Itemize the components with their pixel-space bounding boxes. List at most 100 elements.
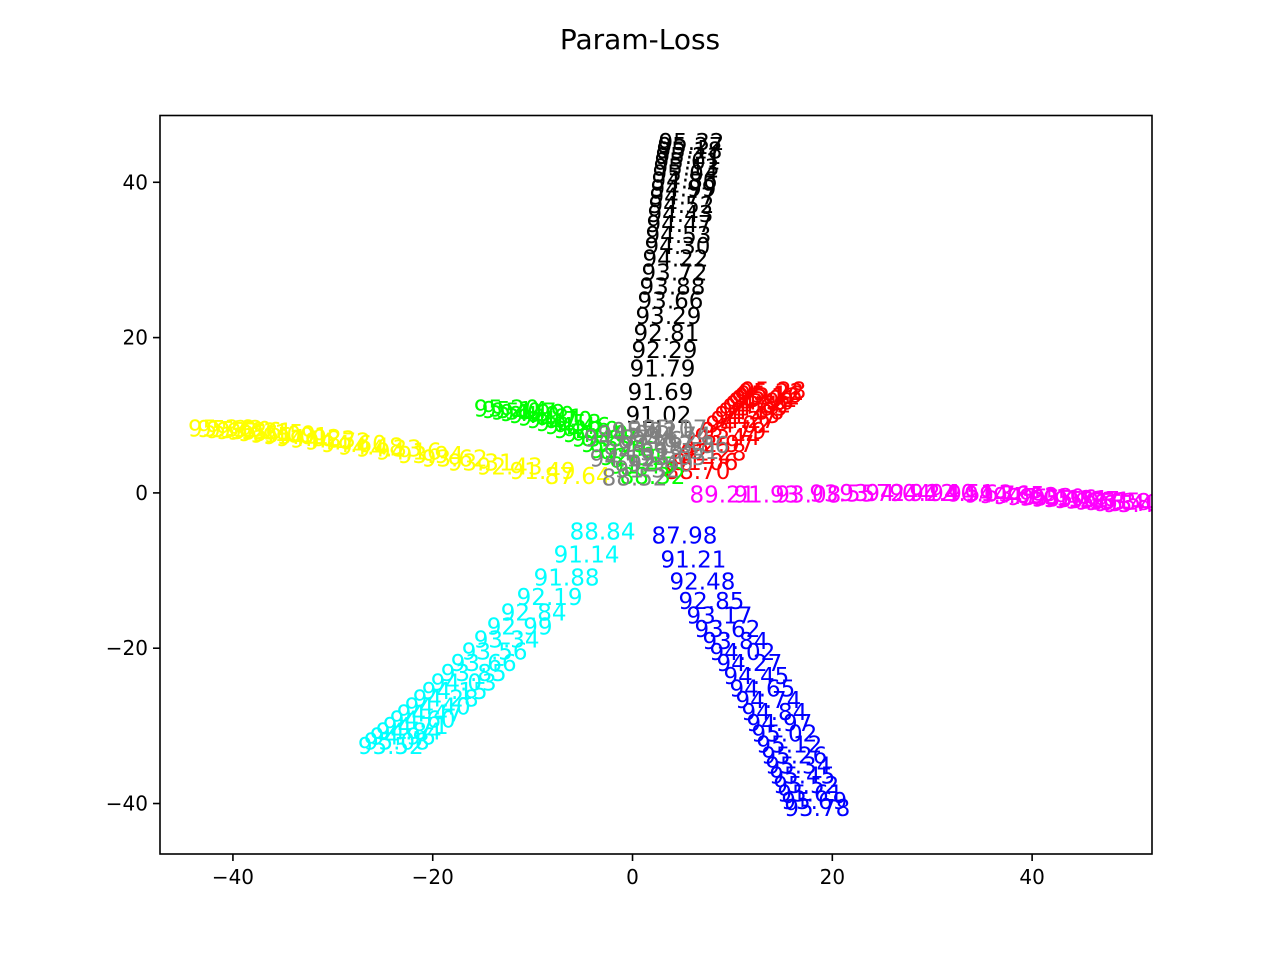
- data-point-label: 93.85: [441, 661, 507, 687]
- data-point-label: 94.53: [646, 223, 712, 249]
- series-2: 89.2191.9393.0893.5593.7294.0494.2294.40…: [690, 481, 1160, 518]
- data-point-label: 94.99: [651, 176, 717, 202]
- data-point-label: 95.26: [761, 743, 827, 769]
- data-point-label: 95.02: [612, 419, 678, 445]
- data-point-label: 95.08: [364, 729, 430, 755]
- data-point-label: 94.63: [947, 482, 1013, 508]
- data-point-label: 94.76: [964, 482, 1030, 508]
- data-point-label: 94.92: [993, 484, 1059, 510]
- data-point-label: 93.44: [694, 425, 760, 451]
- data-point-label: 94.02: [705, 413, 771, 439]
- data-point-label: 95.12: [756, 733, 822, 759]
- data-point-label: 94.77: [650, 184, 716, 210]
- data-point-label: 92.99: [487, 614, 553, 640]
- data-point-label: 95.17: [642, 416, 708, 442]
- data-point-label: 94.22: [643, 246, 709, 272]
- data-point-label: 91.45: [610, 454, 676, 480]
- data-point-label: 94.46: [545, 414, 611, 440]
- data-point-label: 91.21: [661, 548, 727, 574]
- data-point-label: 93.84: [702, 629, 768, 655]
- data-point-label: 95.10: [1019, 486, 1085, 512]
- data-point-label: 94.10: [563, 422, 629, 448]
- data-point-label: 94.45: [723, 664, 789, 690]
- data-point-label: 95.52: [358, 734, 424, 760]
- data-point-label: 94.33: [356, 437, 422, 463]
- data-point-label: 91.32: [615, 458, 681, 484]
- data-point-label: 94.28: [413, 687, 479, 713]
- series-5: 87.6491.4992.4393.3193.6293.9494.1694.33…: [188, 416, 610, 489]
- data-point-label: 94.86: [652, 169, 718, 195]
- data-point-label: 95.18: [657, 138, 723, 164]
- data-point-label: 95.16: [1031, 486, 1097, 512]
- data-point-label: 88.32: [620, 464, 686, 490]
- series-1: 88.7091.0692.2892.9793.4493.7994.0294.27…: [665, 378, 807, 485]
- data-point-label: 95.20: [474, 396, 540, 422]
- data-point-label: 94.40: [909, 481, 975, 507]
- data-point-label: 94.65: [729, 677, 795, 703]
- data-point-label: 95.36: [188, 416, 254, 442]
- y-axis: −40 −20 0 20 40: [106, 170, 160, 816]
- data-point-label: 95.10: [628, 417, 694, 443]
- data-point-label: 92.43: [477, 455, 543, 481]
- data-point-label: 93.51: [654, 439, 720, 465]
- data-point-label: 95.09: [250, 423, 316, 449]
- data-point-label: 95.03: [1007, 485, 1073, 511]
- data-point-label: 94.43: [648, 202, 714, 228]
- data-point-label: 95.02: [751, 722, 817, 748]
- data-point-label: 95.40: [1094, 491, 1160, 517]
- data-point-label: 95.16: [736, 382, 802, 408]
- data-point-label: 92.51: [600, 445, 666, 471]
- data-point-label: 94.47: [397, 701, 463, 727]
- data-point-label: 95.27: [658, 134, 724, 160]
- data-point-label: 91.69: [628, 380, 694, 406]
- data-point-label: 93.58: [581, 432, 647, 458]
- data-point-label: 93.62: [694, 617, 760, 643]
- points-layer: 91.0291.6991.7992.2992.8193.2993.6693.88…: [188, 130, 1160, 822]
- data-point-label: 95.31: [1065, 489, 1131, 515]
- data-point-label: 94.74: [646, 423, 712, 449]
- data-point-label: 92.28: [681, 441, 747, 467]
- x-tick-label: 0: [626, 865, 639, 889]
- data-point-label: 94.27: [710, 408, 776, 434]
- data-point-label: 95.21: [656, 144, 722, 170]
- data-point-label: 94.22: [889, 481, 955, 507]
- data-point-label: 89.21: [690, 482, 756, 508]
- data-point-label: 93.08: [775, 482, 841, 508]
- data-point-label: 94.99: [500, 401, 566, 427]
- data-point-label: 95.07: [491, 399, 557, 425]
- data-point-label: 94.90: [728, 389, 794, 415]
- data-point-label: 93.31: [448, 451, 514, 477]
- data-point-label: 95.35: [1075, 489, 1141, 515]
- data-point-label: 94.96: [370, 725, 436, 751]
- data-point-label: 94.52: [649, 193, 715, 219]
- data-point-label: 95.45: [769, 764, 835, 790]
- y-tick-label: 0: [135, 481, 148, 505]
- data-point-label: 95.32: [659, 130, 725, 156]
- data-point-label: 93.88: [640, 274, 706, 300]
- data-point-label: 93.72: [642, 260, 708, 286]
- data-point-label: 94.12: [590, 447, 656, 473]
- data-point-label: 88.84: [570, 520, 636, 546]
- x-tick-label: −20: [412, 865, 454, 889]
- x-tick-label: −40: [212, 865, 254, 889]
- data-point-label: 94.48: [338, 434, 404, 460]
- data-point-label: 94.31: [604, 441, 670, 467]
- data-point-label: 93.05: [641, 445, 707, 471]
- data-point-label: 94.62: [632, 428, 698, 454]
- data-point-label: 94.56: [718, 399, 784, 425]
- data-point-label: 95.28: [740, 378, 806, 404]
- data-point-label: 94.03: [431, 670, 497, 696]
- data-point-label: 92.29: [632, 338, 698, 364]
- data-point-label: 94.04: [865, 481, 931, 507]
- data-point-label: 93.66: [451, 651, 517, 677]
- y-tick-label: 20: [123, 326, 148, 350]
- data-point-label: 93.94: [398, 443, 464, 469]
- data-point-label: 92.19: [517, 585, 583, 611]
- series-4: 88.8491.1491.8892.1992.8492.9993.3493.56…: [358, 520, 636, 760]
- data-point-label: 88.70: [665, 459, 731, 485]
- data-point-label: 93.86: [664, 433, 730, 459]
- data-point-label: 94.90: [509, 403, 575, 429]
- data-point-label: 93.62: [422, 447, 488, 473]
